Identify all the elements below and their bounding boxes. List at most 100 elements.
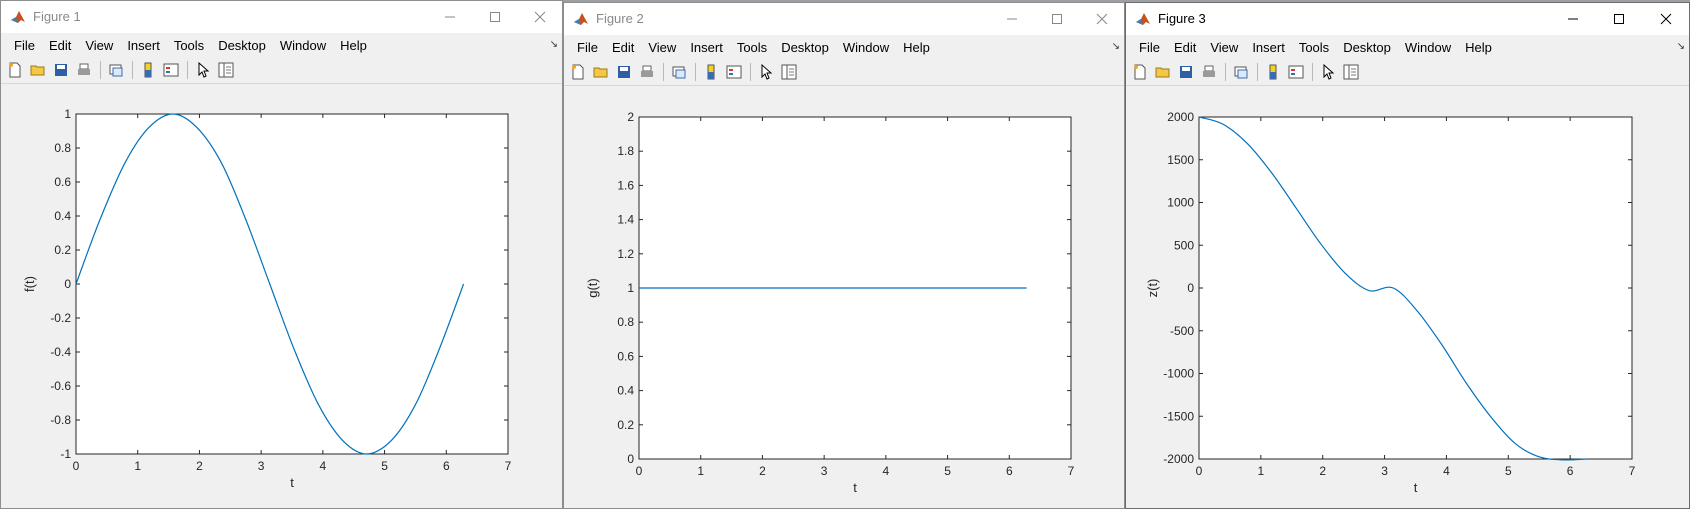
figure-window-3[interactable]: Figure 3 File Edit View Insert Tools Des… — [1125, 2, 1690, 509]
close-button[interactable] — [1643, 3, 1689, 35]
link-plot-button[interactable] — [1231, 62, 1251, 82]
y-axis-label: g(t) — [585, 278, 600, 298]
new-figure-button[interactable] — [5, 60, 25, 80]
menu-edit[interactable]: Edit — [1173, 39, 1197, 55]
menu-tools[interactable]: Tools — [1298, 39, 1330, 55]
x-tick-label: 6 — [1006, 464, 1013, 478]
insert-colorbar-button[interactable] — [1263, 62, 1283, 82]
figure-toolbar — [564, 59, 1124, 86]
link-plot-button[interactable] — [669, 62, 689, 82]
maximize-button[interactable] — [1596, 3, 1642, 35]
title-bar[interactable]: Figure 3 — [1126, 3, 1689, 35]
dock-arrow-icon[interactable]: ↘ — [549, 39, 558, 50]
menu-desktop[interactable]: Desktop — [781, 39, 829, 55]
figure-window-1[interactable]: Figure 1 File Edit View Insert Tools Des… — [0, 0, 563, 509]
close-button[interactable] — [1079, 3, 1124, 35]
insert-legend-button[interactable] — [724, 62, 744, 82]
maximize-button[interactable] — [472, 1, 518, 33]
menu-tools[interactable]: Tools — [736, 39, 768, 55]
insert-legend-button[interactable] — [1286, 62, 1306, 82]
insert-legend-button[interactable] — [161, 60, 181, 80]
menu-window[interactable]: Window — [842, 39, 890, 55]
minimize-icon — [445, 16, 455, 18]
edit-plot-button[interactable] — [1318, 62, 1338, 82]
title-bar[interactable]: Figure 1 — [1, 1, 562, 33]
save-icon — [55, 64, 67, 76]
x-tick-label: 7 — [1629, 464, 1636, 478]
dock-arrow-icon[interactable]: ↘ — [1676, 41, 1685, 52]
title-bar[interactable]: Figure 2 — [564, 3, 1124, 35]
menu-insert[interactable]: Insert — [1252, 39, 1285, 55]
print-figure-button[interactable] — [1199, 62, 1219, 82]
menu-edit[interactable]: Edit — [48, 37, 72, 53]
menu-edit[interactable]: Edit — [611, 39, 635, 55]
x-tick-label: 2 — [1319, 464, 1326, 478]
close-button[interactable] — [517, 1, 562, 33]
print-figure-button[interactable] — [637, 62, 657, 82]
minimize-button[interactable] — [427, 1, 473, 33]
edit-plot-button[interactable] — [193, 60, 213, 80]
open-file-button[interactable] — [1153, 62, 1173, 82]
series-line[interactable] — [1198, 116, 1588, 461]
y-tick-label: -0.6 — [50, 379, 71, 393]
window-title: Figure 1 — [33, 9, 81, 24]
link-plot-button[interactable] — [106, 60, 126, 80]
x-axis-label: t — [853, 480, 857, 495]
y-tick-label: 0.4 — [617, 384, 634, 398]
property-inspector-button[interactable] — [1341, 62, 1361, 82]
menu-window[interactable]: Window — [279, 37, 327, 53]
menu-help[interactable]: Help — [1465, 39, 1492, 55]
matlab-logo-icon — [574, 13, 588, 25]
x-tick-label: 1 — [1258, 464, 1265, 478]
edit-plot-button[interactable] — [756, 62, 776, 82]
y-tick-label: 1000 — [1167, 196, 1194, 210]
menu-help[interactable]: Help — [903, 39, 930, 55]
menu-help[interactable]: Help — [340, 37, 367, 53]
link-plot-icon — [109, 64, 123, 77]
new-figure-button[interactable] — [1130, 62, 1150, 82]
open-file-button[interactable] — [591, 62, 611, 82]
menu-desktop[interactable]: Desktop — [218, 37, 266, 53]
y-tick-label: 1 — [627, 281, 634, 295]
save-figure-button[interactable] — [1176, 62, 1196, 82]
toolbar-separator — [100, 61, 101, 79]
pointer-arrow-icon — [761, 64, 773, 80]
window-title: Figure 3 — [1158, 11, 1206, 26]
maximize-button[interactable] — [1034, 3, 1080, 35]
insert-colorbar-button[interactable] — [701, 62, 721, 82]
colorbar-icon — [1269, 64, 1277, 80]
open-file-button[interactable] — [28, 60, 48, 80]
menu-desktop[interactable]: Desktop — [1343, 39, 1391, 55]
insert-colorbar-button[interactable] — [138, 60, 158, 80]
axes-box — [1198, 116, 1633, 460]
axes-background[interactable] — [76, 114, 508, 454]
property-inspector-button[interactable] — [216, 60, 236, 80]
menu-file[interactable]: File — [577, 39, 598, 55]
menu-file[interactable]: File — [1139, 39, 1160, 55]
toolbar-separator — [132, 61, 133, 79]
figure-window-2[interactable]: Figure 2 File Edit View Insert Tools Des… — [563, 2, 1125, 509]
print-figure-button[interactable] — [74, 60, 94, 80]
minimize-button[interactable] — [1550, 3, 1596, 35]
menu-view[interactable]: View — [85, 37, 114, 53]
save-figure-button[interactable] — [51, 60, 71, 80]
new-figure-button[interactable] — [568, 62, 588, 82]
series-line[interactable] — [75, 113, 465, 455]
axes-background[interactable] — [1199, 117, 1632, 459]
y-tick-label: 1.4 — [617, 213, 634, 227]
menu-insert[interactable]: Insert — [690, 39, 723, 55]
menu-view[interactable]: View — [1210, 39, 1239, 55]
x-tick-label: 4 — [883, 464, 890, 478]
menu-insert[interactable]: Insert — [127, 37, 160, 53]
dock-arrow-icon[interactable]: ↘ — [1111, 41, 1120, 52]
menu-view[interactable]: View — [648, 39, 677, 55]
save-figure-button[interactable] — [614, 62, 634, 82]
x-tick-label: 0 — [636, 464, 643, 478]
toolbar-separator — [1225, 63, 1226, 81]
y-tick-label: 1.6 — [617, 178, 634, 192]
menu-tools[interactable]: Tools — [173, 37, 205, 53]
menu-window[interactable]: Window — [1404, 39, 1452, 55]
minimize-button[interactable] — [989, 3, 1035, 35]
menu-file[interactable]: File — [14, 37, 35, 53]
property-inspector-button[interactable] — [779, 62, 799, 82]
